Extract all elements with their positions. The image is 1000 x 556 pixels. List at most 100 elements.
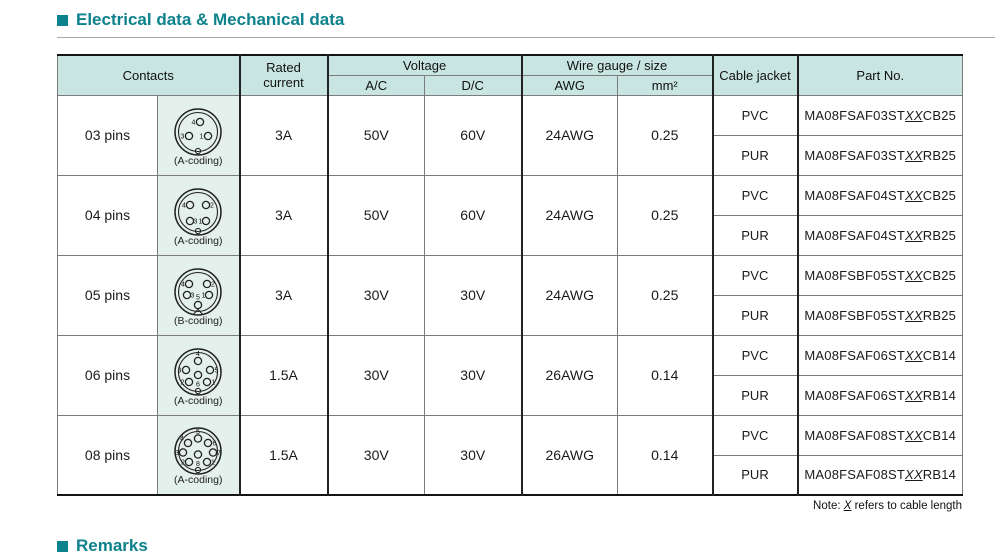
wire-awg-cell: 26AWG: [520, 414, 618, 496]
cable-jacket-cell: PUR: [711, 454, 798, 496]
part-number-length-placeholder: XX: [905, 227, 923, 243]
coding-notch-icon: [195, 387, 202, 394]
pin-hole-icon: [184, 377, 194, 386]
voltage-ac-cell: 50V: [326, 174, 425, 256]
part-number-cell: MA08FSAF04STXXRB25: [796, 214, 963, 256]
part-number-length-placeholder: XX: [905, 427, 923, 443]
rated-current-cell: 3A: [238, 254, 328, 336]
pin-hole-icon: [182, 290, 192, 299]
pin-hole-icon: [202, 200, 211, 209]
header-voltage-dc: D/C: [424, 74, 522, 96]
pin-hole-icon: [184, 458, 194, 467]
pin-number: 1: [202, 292, 206, 299]
part-number-suffix: CB14: [922, 347, 957, 363]
cable-jacket-cell: PUR: [711, 134, 798, 176]
cable-jacket-cell: PUR: [711, 294, 798, 336]
pin-number: 4: [196, 351, 200, 358]
cable-jacket-cell: PVC: [711, 254, 798, 296]
part-number-cell: MA08FSAF04STXXCB25: [796, 174, 963, 216]
coding-notch-icon: [195, 467, 202, 474]
connector-diagram: 4 3 5 2 1 6: [174, 347, 222, 396]
connector-diagram: 4 2 3 15: [174, 267, 222, 316]
pin-number: 5: [215, 367, 219, 374]
coding-label: (A-coding): [174, 394, 223, 407]
part-number-cell: MA08FSAF06STXXRB14: [796, 374, 963, 416]
part-number-prefix: MA08FSAF04ST: [804, 187, 906, 203]
part-number-suffix: CB25: [922, 267, 957, 283]
pin-number: 8: [196, 461, 200, 468]
pin-hole-icon: [195, 117, 205, 126]
part-number-suffix: RB14: [922, 387, 957, 403]
part-number-suffix: RB25: [922, 307, 957, 323]
contacts-pins-cell: 06 pins: [57, 334, 158, 416]
part-number-suffix: RB14: [922, 467, 957, 483]
connector-diagram: 4 2 3 1: [174, 187, 222, 236]
section-header: Electrical data & Mechanical data: [57, 9, 1000, 31]
voltage-ac-cell: 30V: [326, 334, 425, 416]
voltage-dc-cell: 30V: [424, 414, 522, 496]
cable-jacket-cell: PVC: [711, 414, 798, 456]
part-number-suffix: RB25: [922, 227, 957, 243]
wire-awg-cell: 26AWG: [520, 334, 618, 416]
remarks-bullet-icon: [57, 540, 68, 552]
header-voltage: Voltage: [326, 54, 522, 76]
pin-hole-icon: [209, 448, 218, 457]
contacts-pins-cell: 05 pins: [57, 254, 158, 336]
part-number-prefix: MA08FSAF08ST: [804, 427, 906, 443]
table-row: 04 pins 4 2 3 1 (A-coding) 3A 50V 60V 24AWG 0.25 PV…: [57, 174, 963, 256]
wire-awg-cell: 24AWG: [520, 94, 618, 176]
cable-jacket-cell: PVC: [711, 334, 798, 376]
coding-label: (A-coding): [174, 474, 223, 487]
pin-number: 6: [213, 441, 217, 448]
pin-hole-icon: [203, 377, 212, 386]
datasheet-table: Contacts Rated current Voltage Wire gaug…: [57, 54, 963, 496]
coding-label: (A-coding): [174, 154, 223, 167]
part-number-length-placeholder: XX: [905, 187, 923, 203]
rated-current-cell: 1.5A: [238, 334, 328, 416]
note-suffix: refers to cable length: [851, 500, 962, 512]
connector-diagram-cell: 4 3 1 (A-coding): [157, 94, 240, 176]
pin-hole-icon: [193, 356, 203, 365]
pin-number: 3: [181, 133, 185, 140]
pin-number: 5: [196, 294, 200, 301]
part-number-prefix: MA08FSAF08ST: [804, 467, 906, 483]
pin-hole-icon: [185, 200, 195, 209]
contacts-pins-cell: 08 pins: [57, 414, 158, 496]
table-row: 08 pins 5 4 6 3 7 2 1 8 (A-coding) 1.5A 30V 30V 26AWG…: [57, 414, 963, 496]
wire-mm2-cell: 0.14: [617, 334, 713, 416]
header-awg: AWG: [520, 74, 618, 96]
connector-diagram-cell: 4 2 3 1 5 (B-coding): [157, 254, 240, 336]
cable-jacket-cell: PVC: [711, 174, 798, 216]
header-rated-current: Rated current: [238, 54, 328, 96]
part-number-prefix: MA08FSAF06ST: [804, 387, 906, 403]
part-number-length-placeholder: XX: [905, 387, 923, 403]
pin-hole-icon: [193, 300, 203, 309]
table-row: 05 pins 4 2 3 1 5 (B-coding) 3A 30V 30V 24AWG 0.25 P…: [57, 254, 963, 336]
voltage-dc-cell: 60V: [424, 94, 522, 176]
table-subrow: PUR MA08FSAF03STXXRB25: [58, 134, 963, 176]
pin-number: 7: [217, 450, 221, 457]
part-number-prefix: MA08FSBF05ST: [804, 307, 906, 323]
pin-number: 4: [181, 281, 185, 288]
header-voltage-ac: A/C: [326, 74, 425, 96]
pin-hole-icon: [204, 131, 213, 140]
pin-number: 2: [181, 379, 185, 386]
part-number-length-placeholder: XX: [905, 307, 923, 323]
pin-hole-icon: [202, 216, 211, 225]
pin-number: 1: [211, 460, 215, 467]
pin-hole-icon: [205, 290, 214, 299]
part-number-cell: MA08FSAF06STXXCB14: [796, 334, 963, 376]
wire-mm2-cell: 0.14: [617, 414, 713, 496]
part-number-suffix: CB14: [922, 427, 957, 443]
part-number-length-placeholder: XX: [905, 107, 923, 123]
header-part-no: Part No.: [796, 54, 963, 96]
pin-hole-icon: [184, 131, 194, 140]
wire-mm2-cell: 0.25: [617, 174, 713, 256]
table-row: 03 pins 4 3 1 (A-coding) 3A 50V 60V 24AWG 0.25 PVC…: [57, 94, 963, 176]
title-divider: [57, 37, 995, 38]
part-number-prefix: MA08FSAF04ST: [804, 227, 906, 243]
pin-number: 1: [199, 218, 203, 225]
pin-number: 4: [182, 202, 186, 209]
connector-diagram-cell: 4 3 5 2 1 6 (A-coding): [157, 334, 240, 416]
voltage-dc-cell: 30V: [424, 334, 522, 416]
